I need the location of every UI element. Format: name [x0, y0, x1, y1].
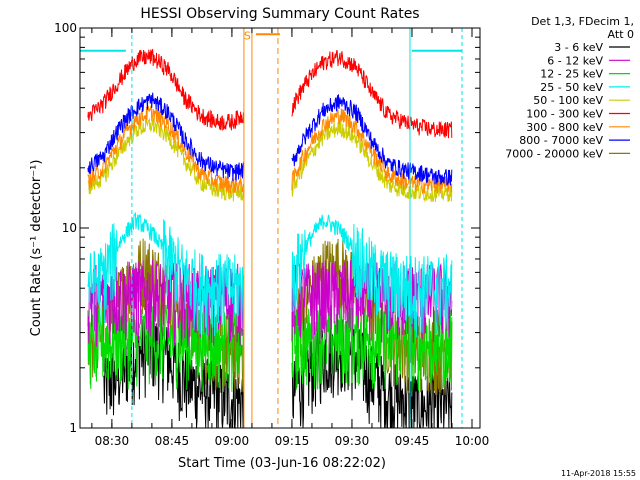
legend-label-5: 100 - 300 keV [526, 108, 603, 121]
x-tick-label-2: 09:00 [215, 434, 250, 448]
series-line-1-seg-1 [291, 260, 453, 346]
series-line-3-seg-0 [87, 212, 244, 337]
legend-title-line2: Att 0 [608, 28, 634, 41]
series-line-6-seg-0 [87, 105, 244, 194]
y-tick-label-0: 1 [69, 421, 77, 435]
legend-label-1: 6 - 12 keV [547, 54, 603, 67]
series-line-7-seg-0 [87, 92, 244, 182]
series-line-5-seg-0 [87, 48, 244, 132]
x-tick-label-4: 09:30 [335, 434, 370, 448]
y-axis-label: Count Rate (s⁻¹ detector⁻¹) [29, 160, 44, 337]
x-tick-label-0: 08:30 [95, 434, 130, 448]
x-axis: 08:30 08:45 09:00 09:15 09:30 09:45 10:00 [91, 28, 490, 448]
s-label: S [244, 29, 251, 42]
x-tick-label-5: 09:45 [395, 434, 430, 448]
legend-label-4: 50 - 100 keV [533, 94, 603, 107]
y-tick-label-2: 100 [54, 21, 77, 35]
legend-label-8: 7000 - 20000 keV [505, 147, 603, 160]
x-tick-label-6: 10:00 [455, 434, 490, 448]
legend-label-6: 300 - 800 keV [526, 121, 603, 134]
x-tick-label-1: 08:45 [155, 434, 190, 448]
y-tick-label-1: 10 [62, 221, 77, 235]
date-stamp: 11-Apr-2018 15:55 [561, 469, 636, 478]
legend-title-line1: Det 1,3, FDecim 1, [531, 15, 634, 28]
y-axis: 1 10 100 [54, 21, 480, 435]
series-line-5-seg-1 [291, 49, 453, 139]
series-line-2-seg-0 [87, 303, 244, 392]
legend-label-3: 25 - 50 keV [540, 81, 603, 94]
x-axis-label: Start Time (03-Jun-16 08:22:02) [178, 456, 386, 471]
series-line-3-seg-1 [291, 214, 453, 338]
legend-label-7: 800 - 7000 keV [519, 134, 603, 147]
series-line-4-seg-1 [291, 119, 453, 203]
series-line-6-seg-1 [291, 108, 453, 195]
series-line-7-seg-1 [291, 94, 453, 186]
x-tick-label-3: 09:15 [275, 434, 310, 448]
legend-label-2: 12 - 25 keV [540, 68, 603, 81]
series-line-2-seg-1 [291, 305, 453, 392]
plot-area [87, 48, 453, 430]
chart-title: HESSI Observing Summary Count Rates [140, 6, 419, 22]
legend-label-0: 3 - 6 keV [554, 41, 603, 54]
